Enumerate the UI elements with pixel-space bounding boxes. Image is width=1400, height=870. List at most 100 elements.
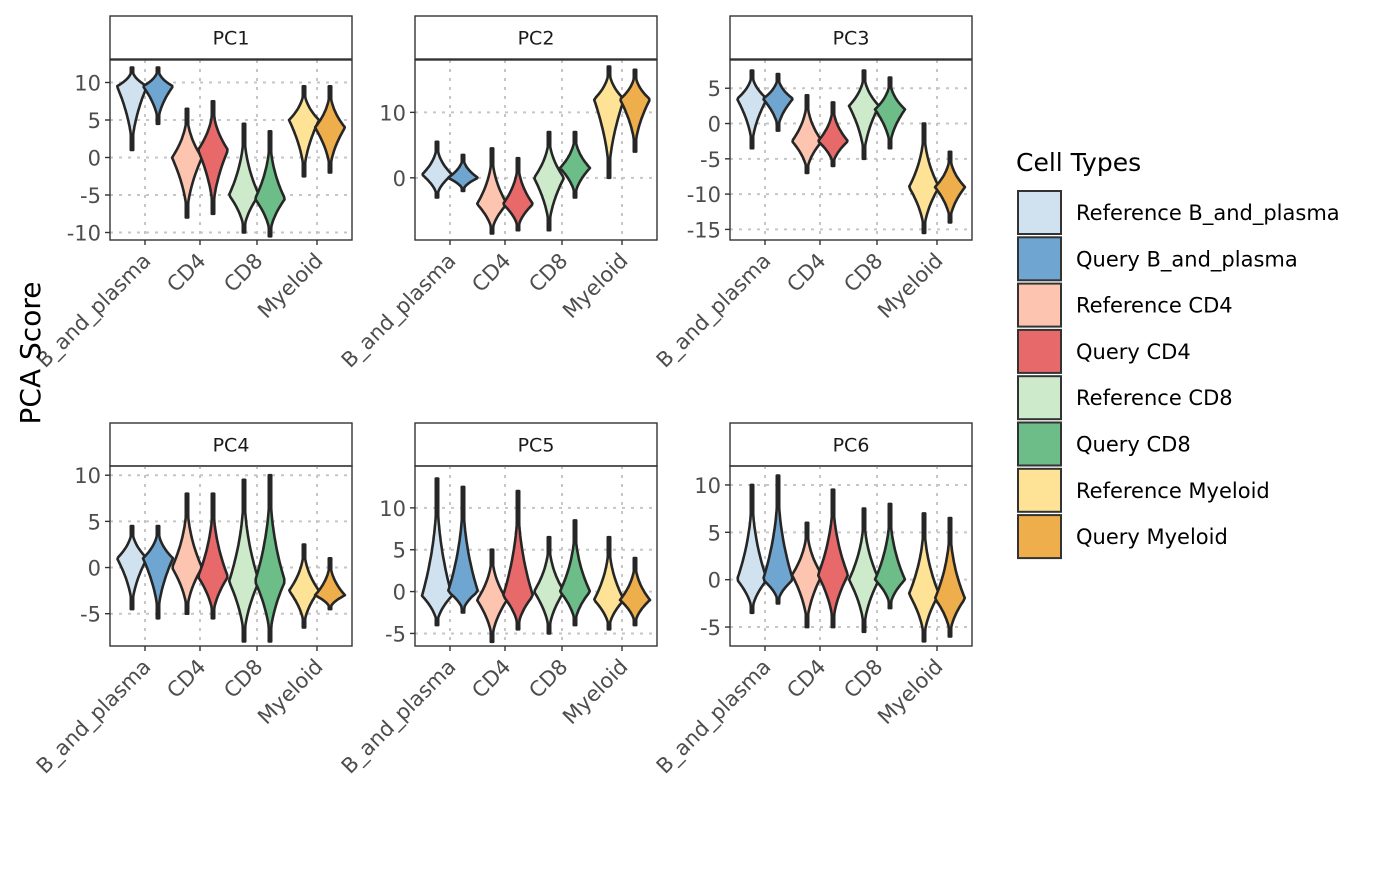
violin-query-cd4 xyxy=(502,489,534,631)
y-tick-label: 5 xyxy=(708,77,721,101)
x-tick-label: B_and_plasma xyxy=(337,249,462,374)
legend-label: Query CD8 xyxy=(1076,433,1191,457)
y-tick-label: 0 xyxy=(393,167,406,191)
violin-reference-cd4 xyxy=(171,492,203,615)
x-tick-label: Myeloid xyxy=(558,655,632,729)
violin-query-cd8 xyxy=(254,473,286,643)
violin-reference-b-and-plasma xyxy=(420,477,454,627)
y-tick-label: 10 xyxy=(379,497,406,521)
violin-reference-cd8 xyxy=(847,507,881,634)
y-axis-title: PCA Score xyxy=(14,282,47,425)
x-tick-label: CD8 xyxy=(524,249,572,297)
facet-strip xyxy=(729,15,973,60)
legend-label: Query B_and_plasma xyxy=(1076,247,1298,272)
violin-query-myeloid xyxy=(619,68,651,153)
facet-title: PC1 xyxy=(213,28,250,50)
violin-query-cd8 xyxy=(558,519,592,627)
violin-reference-b-and-plasma xyxy=(736,483,768,615)
legend-label: Reference Myeloid xyxy=(1076,479,1270,503)
y-tick-label: 0 xyxy=(88,147,101,171)
x-tick-label: Myeloid xyxy=(558,249,632,323)
violin-reference-myeloid xyxy=(288,543,320,629)
violin-reference-cd8 xyxy=(847,69,881,161)
y-tick-label: 10 xyxy=(694,474,721,498)
legend-label: Reference CD4 xyxy=(1076,294,1233,318)
legend-swatch xyxy=(1017,467,1062,513)
x-tick-label: CD4 xyxy=(162,249,210,297)
violin-query-cd8 xyxy=(873,502,907,610)
panel-border xyxy=(729,59,973,241)
violin-reference-cd8 xyxy=(227,478,261,643)
panel-border xyxy=(109,465,353,647)
x-tick-label: CD8 xyxy=(839,655,887,703)
violin-query-b-and-plasma xyxy=(762,474,794,605)
facet-title: PC3 xyxy=(833,28,870,50)
violin-query-myeloid xyxy=(618,556,652,627)
x-tick-label: CD8 xyxy=(219,249,267,297)
x-tick-label: CD4 xyxy=(162,655,210,703)
x-tick-label: CD8 xyxy=(839,249,887,297)
y-tick-label: 0 xyxy=(708,569,721,593)
legend-title: Cell Types xyxy=(1016,148,1141,177)
x-tick-label: CD4 xyxy=(467,655,515,703)
x-tick-label: Myeloid xyxy=(253,249,327,323)
violin-query-cd4 xyxy=(817,101,849,168)
facet-strip xyxy=(414,15,658,60)
violin-reference-cd4 xyxy=(170,107,204,219)
x-tick-label: Myeloid xyxy=(873,655,947,729)
panel-border xyxy=(109,59,353,241)
y-tick-label: 5 xyxy=(88,109,101,133)
panel-border xyxy=(414,465,658,647)
y-tick-label: -10 xyxy=(67,222,101,246)
violin-query-b-and-plasma xyxy=(447,153,479,193)
violin-query-myeloid xyxy=(313,85,347,174)
violin-reference-myeloid xyxy=(593,535,625,631)
violin-query-b-and-plasma xyxy=(762,72,794,132)
legend-swatch xyxy=(1017,328,1062,374)
x-tick-label: CD8 xyxy=(219,655,267,703)
y-tick-label: 10 xyxy=(74,464,101,488)
x-tick-label: Myeloid xyxy=(873,249,947,323)
violin-query-cd8 xyxy=(558,130,592,199)
violin-reference-cd8 xyxy=(533,535,565,635)
violin-reference-b-and-plasma xyxy=(736,69,768,150)
x-tick-label: B_and_plasma xyxy=(652,655,777,780)
y-tick-label: -15 xyxy=(687,218,721,242)
legend-label: Reference CD8 xyxy=(1076,386,1233,410)
legend-label: Reference B_and_plasma xyxy=(1076,201,1340,226)
y-tick-label: 5 xyxy=(393,539,406,563)
violin-query-myeloid xyxy=(933,516,967,638)
violin-reference-myeloid xyxy=(287,85,321,178)
facet-title: PC6 xyxy=(833,435,870,457)
y-tick-label: 0 xyxy=(88,557,101,581)
violin-reference-myeloid xyxy=(908,122,940,235)
y-tick-label: -5 xyxy=(80,184,101,208)
violin-reference-myeloid xyxy=(907,512,941,643)
y-tick-label: -5 xyxy=(700,148,721,172)
facet-title: PC2 xyxy=(518,28,555,50)
facet-title: PC5 xyxy=(518,435,555,457)
violin-reference-cd8 xyxy=(533,130,565,232)
y-tick-label: -5 xyxy=(385,622,406,646)
x-tick-label: CD4 xyxy=(467,249,515,297)
y-tick-label: 10 xyxy=(379,101,406,125)
legend-swatch xyxy=(1017,190,1062,235)
violin-reference-cd4 xyxy=(475,147,509,235)
panel-border xyxy=(729,465,973,647)
violin-query-cd4 xyxy=(502,156,534,232)
violin-query-cd4 xyxy=(817,488,849,629)
violin-reference-b-and-plasma xyxy=(421,140,453,199)
x-tick-label: CD4 xyxy=(782,655,830,703)
panel-border xyxy=(414,59,658,241)
x-tick-label: B_and_plasma xyxy=(337,655,462,780)
facet-strip xyxy=(414,422,658,467)
violin-reference-cd4 xyxy=(790,521,824,629)
violin-query-myeloid xyxy=(933,150,967,224)
violin-query-b-and-plasma xyxy=(447,485,479,614)
